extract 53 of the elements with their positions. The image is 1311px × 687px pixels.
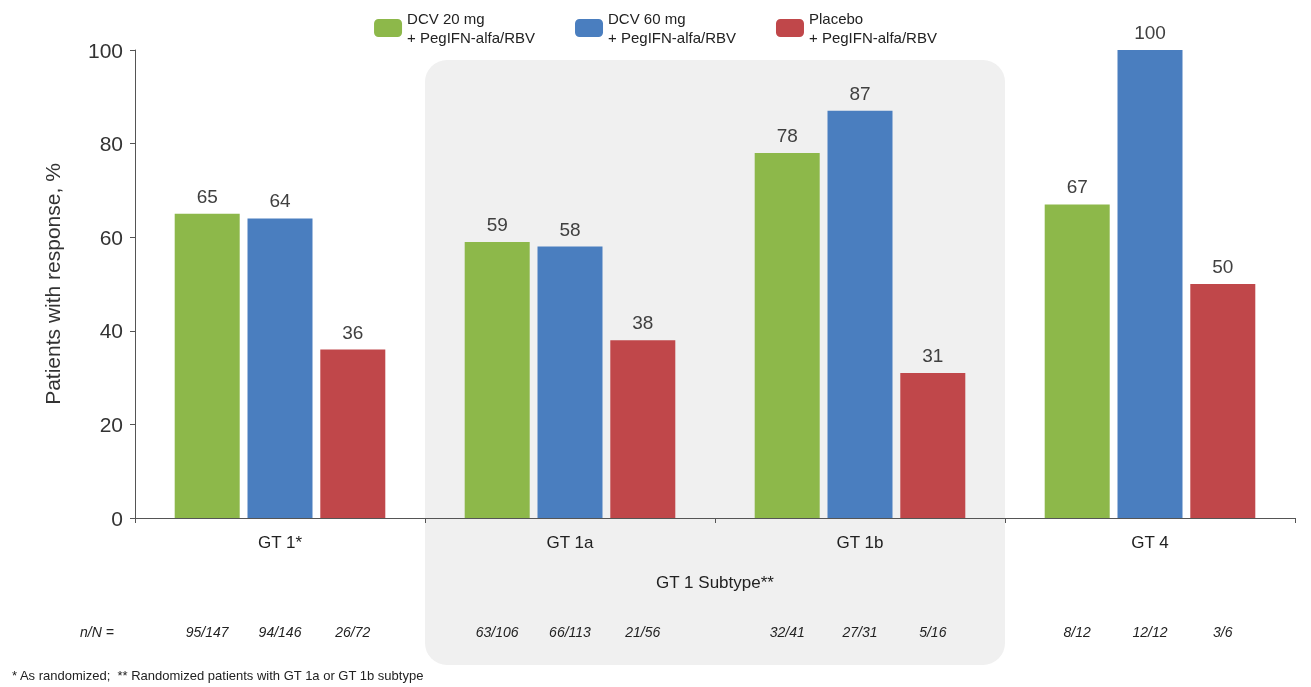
bar xyxy=(1190,284,1256,518)
data-label: 78 xyxy=(776,124,798,146)
bar xyxy=(754,152,820,518)
data-label: 58 xyxy=(559,218,581,240)
data-label: 59 xyxy=(486,213,508,235)
bar xyxy=(174,213,240,518)
y-tick-label: 40 xyxy=(99,319,123,343)
text: 95/147 xyxy=(185,624,230,640)
text: 5/16 xyxy=(919,624,947,640)
text: 21/56 xyxy=(624,624,661,640)
data-label: 87 xyxy=(849,82,871,104)
text: 26/72 xyxy=(334,624,371,640)
legend-label: DCV 20 mg + PegIFN-alfa/RBV xyxy=(407,10,536,46)
data-label: 100 xyxy=(1134,22,1166,43)
text: n/N = xyxy=(80,624,114,640)
text: 3/6 xyxy=(1213,624,1233,640)
bar xyxy=(247,218,313,518)
legend-label: DCV 60 mg + PegIFN-alfa/RBV xyxy=(608,10,736,46)
legend-label: Placebo + PegIFN-alfa/RBV xyxy=(808,10,937,46)
x-tick-label: GT 4 xyxy=(1131,533,1169,552)
text: 32/41 xyxy=(769,624,805,640)
text: 12/12 xyxy=(1132,624,1168,640)
y-tick-label: 20 xyxy=(99,412,123,436)
y-tick-label: 100 xyxy=(87,38,123,62)
bar xyxy=(900,372,966,518)
data-label: 31 xyxy=(922,344,944,366)
bar xyxy=(1044,204,1110,518)
bar xyxy=(610,340,676,518)
y-tick-label: 0 xyxy=(111,506,123,530)
text: 63/106 xyxy=(475,624,519,640)
y-axis-title: Patients with response, % xyxy=(41,163,64,405)
data-label: 38 xyxy=(632,312,654,334)
data-label: 36 xyxy=(342,321,364,343)
bar xyxy=(320,349,386,518)
x-tick-label: GT 1* xyxy=(257,533,303,552)
data-label: 65 xyxy=(196,185,218,207)
text: 94/146 xyxy=(258,624,302,640)
band-label: GT 1 Subtype** xyxy=(656,572,775,592)
bar xyxy=(464,241,530,518)
data-label: 64 xyxy=(269,190,291,212)
text: 66/113 xyxy=(549,624,592,640)
bar xyxy=(537,246,603,518)
text: * As randomized; ** Randomized patients with GT 1a or GT 1b subtype xyxy=(12,667,424,683)
text: 8/12 xyxy=(1063,624,1092,640)
y-tick-label: 60 xyxy=(99,225,123,249)
data-label: 67 xyxy=(1066,176,1088,198)
y-tick-label: 80 xyxy=(99,132,123,156)
x-tick-label: GT 1b xyxy=(836,533,884,552)
bar xyxy=(827,110,893,518)
data-label: 50 xyxy=(1212,256,1234,277)
bar xyxy=(1117,50,1183,518)
x-tick-label: GT 1a xyxy=(546,533,595,552)
text: 27/31 xyxy=(841,624,878,640)
